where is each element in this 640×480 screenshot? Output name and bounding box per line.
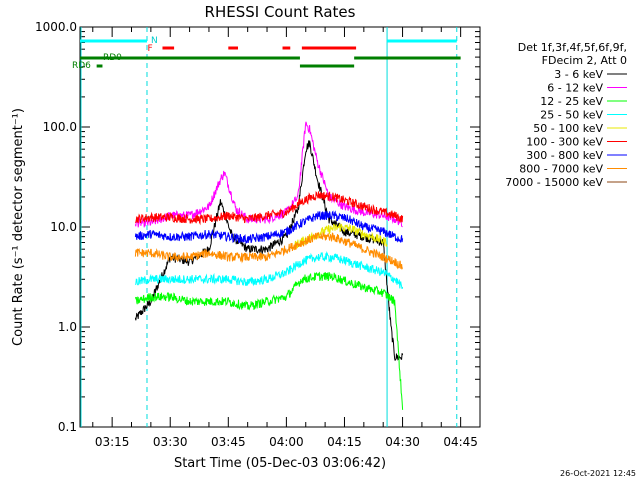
night-flag-label: N [151, 36, 158, 46]
x-tick-label: 03:45 [211, 435, 246, 449]
series-line-25-50-kev [135, 250, 404, 290]
legend-header: Det 1f,3f,4f,5f,6f,9f, [518, 41, 627, 54]
series-line-3-6-kev [134, 140, 404, 362]
legend-entry-label: 100 - 300 keV [526, 136, 603, 149]
flag-labels: NF RD0 RD6 [72, 36, 158, 71]
series-lines [134, 121, 404, 410]
series-line-800-7000-kev [134, 232, 404, 271]
rd6-flag-label: RD6 [72, 61, 91, 71]
x-tick-label: 04:45 [443, 435, 478, 449]
y-tick-label: 100.0 [43, 120, 77, 134]
series-line-100-300-kev [135, 191, 404, 226]
legend-subheader: FDecim 2, Att 0 [542, 54, 627, 67]
legend-entry-label: 12 - 25 keV [540, 95, 603, 108]
x-tick-label: 03:15 [95, 435, 130, 449]
x-tick-label: 04:30 [385, 435, 420, 449]
y-tick-label: 10.0 [50, 220, 77, 234]
flare-flag-label: F [147, 44, 152, 54]
series-line-300-800-kev [134, 210, 404, 245]
timestamp: 26-Oct-2021 12:45 [560, 469, 636, 478]
legend-entry-label: 800 - 7000 keV [519, 163, 603, 176]
flag-bars [80, 39, 461, 68]
x-axis-label: Start Time (05-Dec-03 03:06:42) [174, 456, 386, 471]
legend-entry-label: 50 - 100 keV [533, 122, 603, 135]
night-boundary-lines [80, 27, 458, 427]
series-line-12-25-kev [134, 271, 404, 410]
y-tick-label: 1000.0 [35, 20, 77, 34]
x-tick-label: 04:15 [327, 435, 362, 449]
y-tick-label: 1.0 [58, 320, 77, 334]
legend-entry-label: 7000 - 15000 keV [505, 176, 603, 189]
legend-entry-label: 25 - 50 keV [540, 109, 603, 122]
x-tick-labels: 03:15 03:30 03:45 04:00 04:15 04:30 04:45 [95, 435, 478, 449]
legend-entry-label: 3 - 6 keV [554, 68, 603, 81]
y-axis-label: Count Rate (s⁻¹ detector segment⁻¹) [11, 108, 26, 346]
x-tick-label: 04:00 [269, 435, 304, 449]
legend: Det 1f,3f,4f,5f,6f,9f,FDecim 2, Att 03 -… [505, 41, 627, 189]
plot-frame [79, 26, 481, 428]
axis-ticks [80, 26, 481, 428]
rd0-flag-label: RD0 [103, 53, 122, 63]
chart-title: RHESSI Count Rates [205, 3, 356, 21]
y-tick-label: 0.1 [58, 420, 77, 434]
legend-entry-label: 6 - 12 keV [547, 82, 603, 95]
legend-entry-label: 300 - 800 keV [526, 149, 603, 162]
x-tick-label: 03:30 [153, 435, 188, 449]
y-tick-labels: 0.1 1.0 10.0 100.0 1000.0 [35, 20, 77, 434]
series-line-6-12-kev [134, 121, 403, 228]
